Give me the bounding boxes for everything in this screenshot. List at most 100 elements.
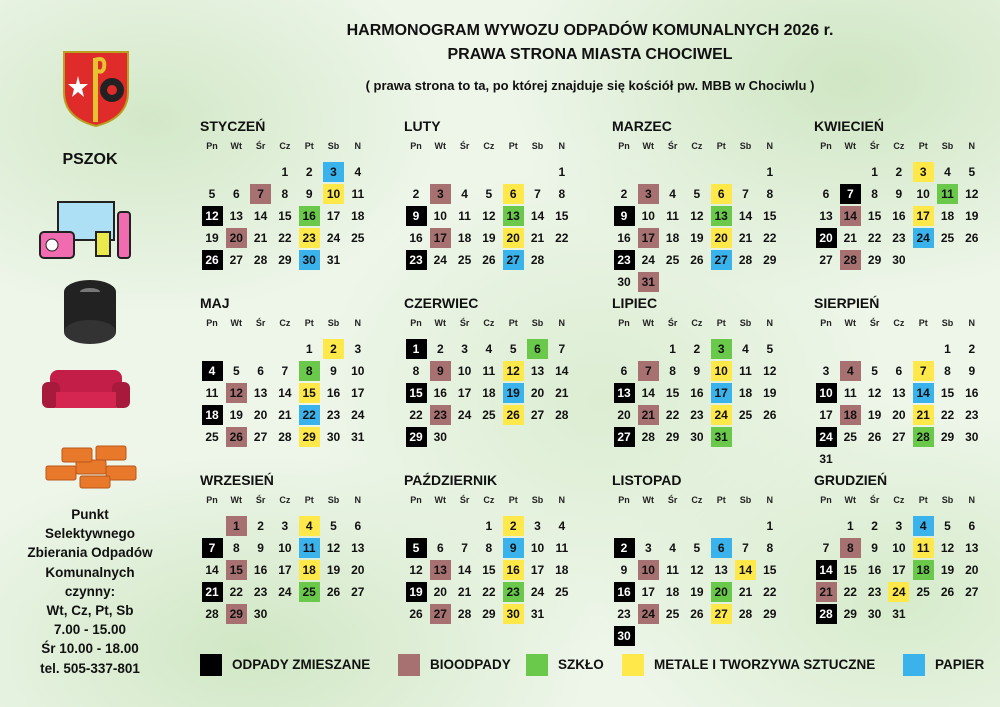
pickup-day: 3 (429, 184, 451, 204)
day: 19 (482, 231, 496, 245)
day: 18 (665, 585, 680, 599)
day: 12 (965, 187, 979, 201)
day: 26 (326, 585, 341, 599)
pickup-day: 7 (839, 184, 861, 204)
weekday: Pn (206, 318, 218, 328)
day: 31 (819, 452, 833, 466)
day: 11 (555, 541, 569, 555)
pickup-day: 13 (502, 206, 524, 226)
pickup-day: 2 (502, 516, 524, 536)
day: 25 (457, 253, 472, 267)
legend-swatch (526, 654, 548, 676)
day: 5 (944, 519, 951, 533)
day: 13 (229, 209, 243, 223)
weekday: Pn (206, 141, 218, 151)
day: 31 (892, 607, 906, 621)
info-line: Punkt (71, 507, 109, 522)
day: 1 (281, 165, 289, 179)
day: 10 (530, 541, 545, 555)
day: 19 (940, 563, 955, 577)
day: 9 (620, 563, 628, 577)
pickup-day: 3 (637, 184, 659, 204)
day: 12 (940, 541, 955, 555)
day: 2 (871, 519, 878, 533)
day: 1 (485, 519, 493, 533)
day: 1 (669, 342, 676, 356)
day: 26 (690, 607, 704, 621)
pickup-day: 6 (710, 538, 732, 558)
day: 18 (351, 209, 365, 223)
pickup-day: 19 (502, 383, 524, 403)
day: 18 (665, 231, 680, 245)
day: 9 (895, 187, 903, 201)
sofa-icon (42, 370, 130, 408)
subtitle: PRAWA STRONA MIASTA CHOCIWEL (447, 46, 733, 63)
weekday: Cz (279, 318, 291, 328)
weekday: Śr (869, 495, 880, 505)
day: 22 (843, 585, 857, 599)
day: 11 (843, 386, 857, 400)
day: 29 (763, 607, 777, 621)
day: 16 (690, 386, 704, 400)
day: 5 (485, 187, 493, 201)
day: 18 (555, 563, 569, 577)
day: 29 (482, 607, 496, 621)
pickup-day: 18 (298, 560, 320, 580)
day: 2 (436, 342, 444, 356)
day: 22 (763, 585, 777, 599)
pickup-day: 4 (839, 361, 861, 381)
day: 15 (763, 563, 777, 577)
day: 9 (968, 364, 976, 378)
day: 26 (763, 408, 777, 422)
weekday: Pt (508, 495, 518, 505)
day: 22 (867, 231, 882, 245)
day: 14 (205, 563, 219, 577)
weekday: Pn (618, 141, 630, 151)
month-name: GRUDZIEŃ (814, 472, 888, 488)
coat-of-arms (63, 51, 129, 128)
pickup-day: 24 (637, 604, 659, 624)
day: 16 (409, 231, 423, 245)
day: 10 (892, 541, 906, 555)
weekday: N (968, 495, 976, 505)
pickup-day: 2 (323, 339, 344, 359)
day: 1 (871, 165, 878, 179)
title: HARMONOGRAM WYWOZU ODPADÓW KOMUNALNYCH 2… (346, 22, 834, 39)
day: 2 (257, 519, 264, 533)
weekday: Cz (691, 141, 703, 151)
weekday: Pt (508, 318, 518, 328)
day: 30 (433, 430, 447, 444)
day: 31 (326, 253, 341, 267)
weekday: Pt (304, 141, 314, 151)
day: 26 (965, 231, 979, 245)
weekday: Cz (483, 141, 495, 151)
pickup-day: 11 (937, 184, 958, 204)
day: 9 (330, 364, 337, 378)
day: 17 (641, 585, 655, 599)
weekday: Śr (459, 318, 470, 328)
pickup-day: 20 (710, 582, 732, 602)
pickup-day: 26 (201, 250, 223, 270)
weekday: Cz (483, 318, 495, 328)
day: 17 (892, 563, 906, 577)
day: 24 (326, 231, 341, 245)
pickup-day: 9 (429, 361, 451, 381)
day: 19 (690, 585, 704, 599)
legend-swatch (200, 654, 222, 676)
day: 31 (530, 607, 545, 621)
day: 4 (669, 541, 676, 555)
pickup-day: 19 (405, 582, 427, 602)
weekday: Wt (844, 141, 857, 151)
day: 17 (819, 408, 833, 422)
day: 8 (766, 541, 774, 555)
weekday: Sb (531, 318, 544, 328)
weekday: N (354, 495, 362, 505)
day: 30 (253, 607, 268, 621)
weekday: Pt (304, 318, 314, 328)
weekday: Sb (739, 318, 752, 328)
day: 28 (738, 607, 753, 621)
day: 27 (229, 253, 243, 267)
day: 21 (253, 231, 268, 245)
pickup-day: 28 (912, 427, 934, 447)
day: 1 (558, 165, 566, 179)
